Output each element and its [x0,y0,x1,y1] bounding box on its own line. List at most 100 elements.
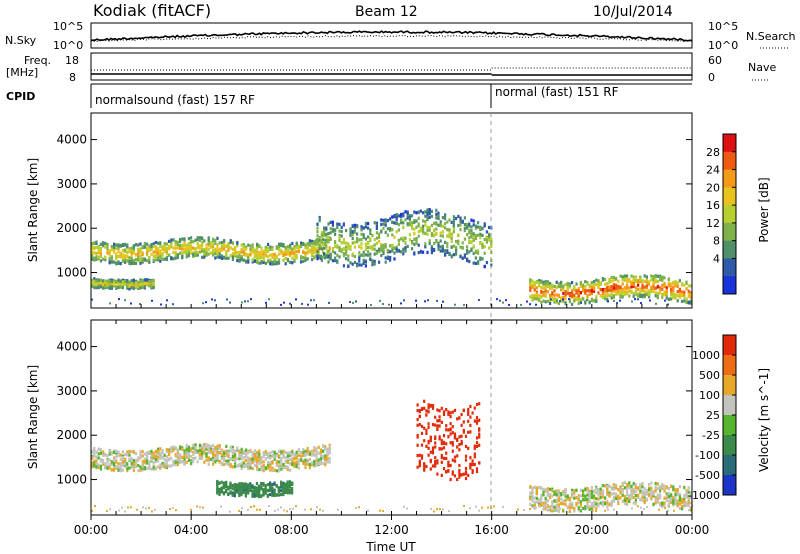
velocity-cell [577,495,580,499]
power-cell [247,300,249,303]
velocity-cell [284,488,287,493]
velocity-cell [277,508,279,511]
velocity-cell [593,500,596,504]
velocity-cell [317,445,320,449]
power-cell [426,250,429,254]
velocity-cell [227,455,230,459]
velocity-cell [231,465,234,469]
power-cell [435,216,438,220]
power-cell [667,277,670,282]
power-cell [488,233,491,237]
power-cell [553,289,556,293]
power-cell [247,253,250,257]
power-cell [375,221,378,225]
velocity-cell [584,498,587,502]
velocity-cell [256,468,259,472]
power-cell [628,294,631,298]
power-cell [408,223,411,227]
power-cell [626,277,629,281]
velocity-cell [445,442,448,446]
power-cell [544,285,547,290]
velocity-cell [431,404,435,408]
power-cell [472,261,475,265]
power-cell [362,226,365,230]
power-cell [351,241,354,245]
velocity-cell [687,495,690,499]
velocity-cell [599,487,602,491]
velocity-cell [562,502,565,506]
power-cell [663,283,666,287]
power-cell [535,297,538,301]
power-cell [110,258,113,262]
velocity-cell [143,457,146,461]
power-cell [674,292,677,297]
velocity-cell [429,458,432,462]
velocity-cell [542,487,545,491]
power-cell [402,212,405,216]
velocity-cell [260,468,263,472]
power-cell [373,252,376,256]
velocity-cell [667,509,669,512]
power-cell [678,287,681,291]
power-cell [474,250,477,255]
velocity-cell [161,455,164,459]
power-cell [121,259,124,263]
power-cell [488,236,491,240]
power-cell [132,286,135,290]
velocity-cell [557,489,560,493]
power-cell [295,246,298,250]
power-cell [678,292,681,296]
velocity-cell [225,451,228,455]
power-cell [615,292,618,296]
power-cell [437,214,440,218]
power-cell [196,253,199,257]
power-cell [435,227,438,231]
power-cell [444,249,447,253]
velocity-cell [236,488,239,492]
velocity-cell [418,459,421,463]
velocity-cell [606,491,609,495]
power-cell [264,254,267,258]
power-cell [165,256,168,260]
velocity-cell [425,464,428,469]
power-cell [137,280,140,284]
power-cell [117,283,120,288]
velocity-cell [557,498,560,503]
velocity-cell [174,460,177,464]
velocity-cell [467,419,470,423]
power-cell [470,218,473,222]
velocity-cell [634,498,637,502]
power-cell [124,248,127,252]
velocity-cell [187,452,190,456]
velocity-cell [654,498,657,502]
velocity-cell [115,465,118,469]
velocity-cell [630,494,633,498]
power-cell [95,283,98,287]
power-cell [362,254,365,258]
velocity-cell [242,464,245,468]
power-cell [205,243,208,247]
power-cell [267,260,270,264]
velocity-cell [319,454,322,458]
power-cell [535,286,538,290]
velocity-cell [328,460,331,464]
power-cell [316,254,319,258]
velocity-cell [262,492,265,496]
velocity-cell [245,459,248,463]
velocity-cell [619,496,622,500]
power-cell [463,228,466,232]
power-cell [187,250,190,255]
velocity-cell [284,450,287,454]
velocity-cell [207,462,210,466]
velocity-cell [300,450,303,454]
velocity-cell [440,406,443,410]
velocity-cell [467,446,470,450]
velocity-cell [146,451,149,455]
velocity-cell [176,448,179,452]
velocity-cell [313,449,316,453]
velocity-cell [469,456,472,460]
power-cell [245,253,248,257]
velocity-cell [473,455,476,459]
velocity-cell [282,466,285,470]
power-cell [419,229,422,233]
